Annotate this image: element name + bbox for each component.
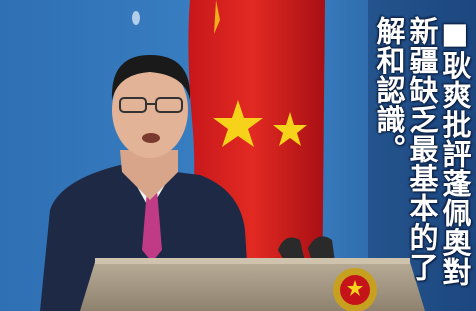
caption-line: 解和認識。 [373, 16, 404, 306]
caption: ■耿爽批評蓬佩奧對 新疆缺乏最基本的了 解和認識。 [373, 16, 470, 306]
caption-line: ■耿爽批評蓬佩奧對 [439, 16, 470, 306]
caption-line: 新疆缺乏最基本的了 [406, 16, 437, 306]
page: ■耿爽批評蓬佩奧對 新疆缺乏最基本的了 解和認識。 (() => { const… [0, 0, 476, 311]
